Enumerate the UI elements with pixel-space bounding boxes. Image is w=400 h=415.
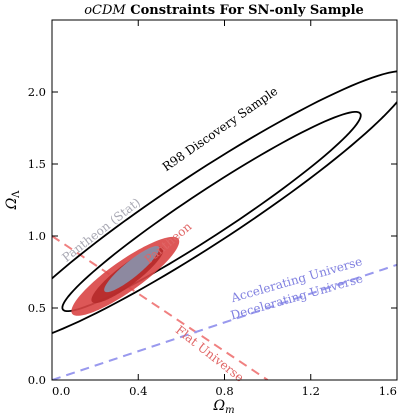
y-tick-label: 1.0 [28, 229, 46, 243]
x-axis-label-symbol: Ω [212, 398, 225, 414]
annotation-flat-universe: Flat Universe [173, 323, 247, 385]
contour-r98-discovery-sample-2sigma [52, 70, 397, 335]
plot-frame [51, 19, 398, 381]
chart-title: oCDM Constraints For SN-only Sample [84, 3, 364, 18]
contour-pantheon-stat-1sigma [104, 246, 160, 293]
chart-title-italic: oCDM [84, 3, 126, 18]
x-tick-label: 0.8 [215, 384, 233, 398]
reference-line-flat-universe [52, 235, 269, 380]
x-tick-label: 0.4 [129, 384, 147, 398]
x-tick-label: 0.0 [52, 384, 70, 398]
y-axis-label-symbol: Ω [4, 197, 20, 210]
x-tick-label: 1.6 [379, 384, 397, 398]
reference-line-accelerating-universe-decelerating-universe [52, 263, 397, 380]
y-axis-label: ΩΛ [4, 190, 22, 211]
annotation-r98-discovery-sample: R98 Discovery Sample [160, 84, 280, 174]
y-axis-label-sub: Λ [11, 190, 22, 199]
chart-title-rest: Constraints For SN-only Sample [126, 3, 364, 18]
y-tick-label: 1.5 [28, 157, 46, 171]
contour-r98-discovery-sample-1sigma [61, 110, 362, 313]
x-axis-label-sub: m [225, 405, 234, 415]
x-axis-label: Ωm [212, 398, 234, 415]
annotation-pantheon-stat: Pantheon (Stat) [59, 195, 143, 265]
plot-area [52, 70, 397, 380]
y-tick-label: 0.0 [28, 373, 46, 387]
axis-ticks: 0.0 0.4 0.8 1.2 1.6 0.0 0.5 1.0 1.5 2.0 [28, 20, 398, 398]
x-tick-label: 1.2 [302, 384, 320, 398]
y-tick-label: 0.5 [28, 301, 46, 315]
y-tick-label: 2.0 [28, 85, 46, 99]
